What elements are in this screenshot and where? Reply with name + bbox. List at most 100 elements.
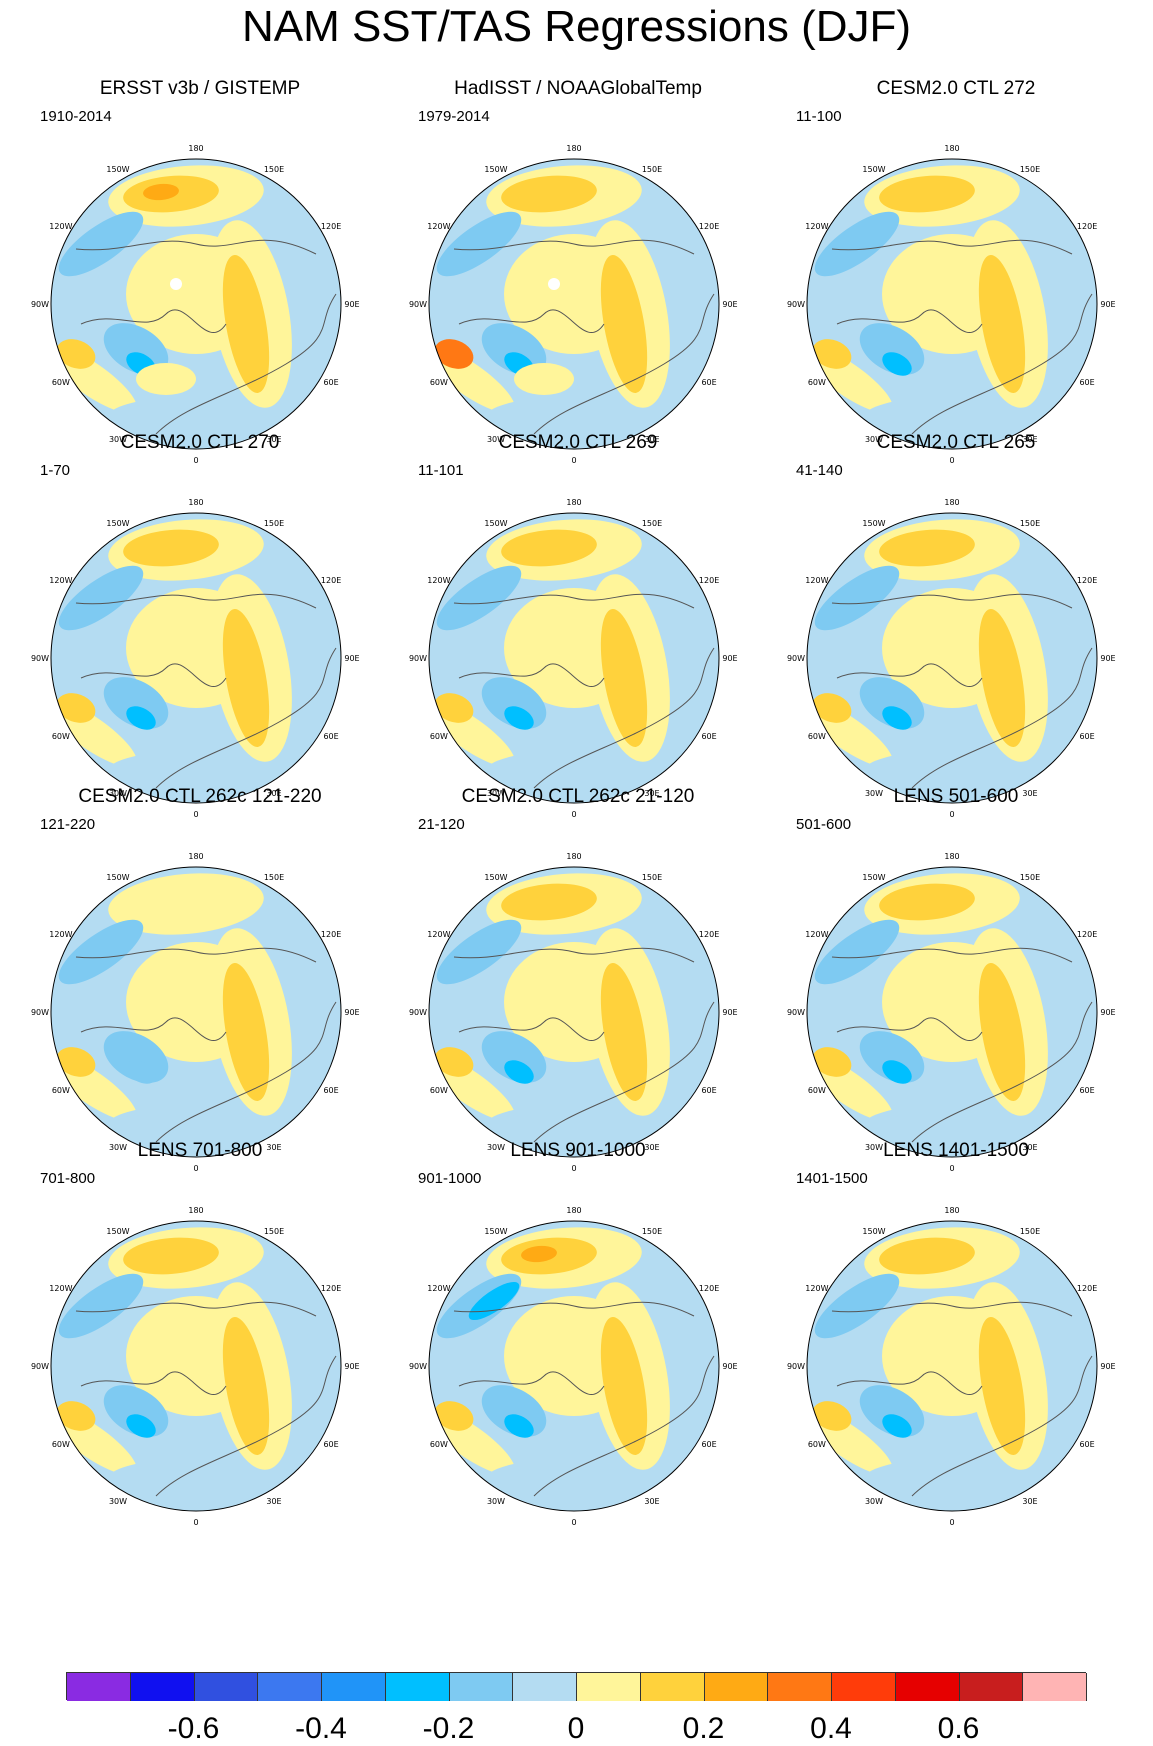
eurasia-warm-core <box>222 962 270 1102</box>
polar-map: 180 150E 120E 90E 60E 30E 0 30W 60W 90W 120W 150W <box>31 498 360 819</box>
longitude-label: 90E <box>1100 1008 1115 1017</box>
pacific-anomaly-core <box>879 1237 975 1275</box>
longitude-label: 60W <box>808 378 826 387</box>
longitude-label: 120E <box>321 1284 341 1293</box>
gulfstream-warm <box>812 1401 852 1431</box>
longitude-label: 60W <box>52 1440 70 1449</box>
map-panel: 180 150E 120E 90E 60E 30E 0 30W 60W 90W 120W 150W CE… <box>388 432 768 828</box>
longitude-label: 150W <box>862 165 885 174</box>
longitude-label: 180 <box>188 852 203 861</box>
gulfstream-warm <box>812 693 852 723</box>
longitude-label: 150W <box>484 873 507 882</box>
eurasia-warm-core <box>600 254 648 394</box>
longitude-label: 90W <box>409 300 427 309</box>
gulfstream-warm <box>56 693 96 723</box>
tropical-atlantic <box>484 397 644 441</box>
longitude-label: 30E <box>644 1497 659 1506</box>
map-panel: 180 150E 120E 90E 60E 30E 0 30W 60W 90W 120W 150W CE… <box>766 432 1146 828</box>
longitude-label: 90W <box>31 1362 49 1371</box>
colorbar-swatch <box>832 1673 896 1701</box>
tropical-atlantic <box>862 1459 1022 1503</box>
longitude-label: 180 <box>566 144 581 153</box>
longitude-label: 60E <box>701 378 716 387</box>
longitude-label: 30E <box>644 1143 659 1152</box>
panel-years: 501-600 <box>796 816 852 833</box>
longitude-label: 60W <box>430 1440 448 1449</box>
coastlines <box>831 239 1093 435</box>
colorbar-tick-label: 0 <box>567 1712 585 1745</box>
coastlines <box>453 1301 715 1497</box>
panel-years: 41-140 <box>796 462 843 479</box>
longitude-label: 120E <box>1077 222 1097 231</box>
longitude-label: 30E <box>266 435 281 444</box>
colorbar-swatch <box>768 1673 832 1701</box>
longitude-label: 150W <box>484 1227 507 1236</box>
colorbar-swatch <box>577 1673 641 1701</box>
namerica-cool-band <box>436 565 522 631</box>
longitude-label: 30E <box>1022 789 1037 798</box>
longitude-label: 150E <box>264 519 284 528</box>
gulfstream-warm <box>56 1401 96 1431</box>
labrador-cool-core <box>504 1060 534 1084</box>
colorbar-swatch <box>449 1673 514 1701</box>
polar-map: 180 150E 120E 90E 60E 30E 0 30W 60W 90W 120W 150W <box>787 498 1116 819</box>
longitude-label: 90W <box>409 1008 427 1017</box>
coastlines <box>831 1301 1093 1497</box>
longitude-label: 60W <box>52 378 70 387</box>
eurasia-warm-core <box>222 254 270 394</box>
map-boundary <box>806 1220 1098 1512</box>
longitude-label: 150W <box>106 1227 129 1236</box>
pacific-anomaly-core <box>123 529 219 567</box>
longitude-label: 150E <box>1020 873 1040 882</box>
panel-title: LENS 901-1000 <box>510 1140 646 1161</box>
coastlines <box>453 947 715 1143</box>
namerica-cool-band <box>814 211 900 277</box>
longitude-label: 0 <box>949 456 954 465</box>
longitude-label: 30E <box>1022 435 1037 444</box>
longitude-label: 30W <box>865 789 883 798</box>
longitude-label: 90E <box>344 1362 359 1371</box>
longitude-label: 0 <box>949 810 954 819</box>
longitude-label: 90E <box>1100 654 1115 663</box>
longitude-label: 90E <box>722 654 737 663</box>
longitude-label: 30E <box>644 435 659 444</box>
eurasia-warm-core <box>600 1316 648 1456</box>
eurasia-warm-core <box>600 962 648 1102</box>
longitude-label: 150W <box>862 519 885 528</box>
longitude-label: 90W <box>787 300 805 309</box>
eurasia-warm-core <box>978 608 1026 748</box>
longitude-label: 60W <box>808 1440 826 1449</box>
longitude-label: 60E <box>323 1440 338 1449</box>
panel-title: CESM2.0 CTL 262c 121-220 <box>78 786 322 807</box>
panel-title: LENS 701-800 <box>137 1140 263 1161</box>
map-panel: 180 150E 120E 90E 60E 30E 0 30W 60W 90W 120W 150W CE… <box>10 432 390 828</box>
panel-years: 901-1000 <box>418 1170 482 1187</box>
colorbar-swatch <box>640 1673 705 1701</box>
longitude-label: 60E <box>1079 1086 1094 1095</box>
longitude-label: 90W <box>409 1362 427 1371</box>
map-panel: 180 150E 120E 90E 60E 30E 0 30W 60W 90W 120W 150W CE… <box>766 78 1146 474</box>
map-panel: 180 150E 120E 90E 60E 30E 0 30W 60W 90W 120W 150W LE… <box>766 786 1146 1182</box>
gulfstream-warm <box>56 1047 96 1077</box>
eurasia-warm-core <box>222 1316 270 1456</box>
map-boundary <box>50 512 342 804</box>
longitude-label: 60W <box>430 378 448 387</box>
longitude-label: 0 <box>193 456 198 465</box>
longitude-label: 30W <box>109 435 127 444</box>
obs-atlantic-extra <box>136 363 196 395</box>
longitude-label: 60E <box>1079 732 1094 741</box>
colorbar-swatch <box>513 1673 577 1701</box>
coastlines <box>75 239 337 435</box>
tropical-atlantic <box>106 1105 266 1149</box>
pacific-anomaly-core <box>501 175 597 213</box>
pacific-anomaly-core <box>879 175 975 213</box>
longitude-label: 120E <box>1077 576 1097 585</box>
longitude-label: 120W <box>805 1284 828 1293</box>
longitude-label: 0 <box>193 1164 198 1173</box>
panel-title: LENS 1401-1500 <box>883 1140 1029 1161</box>
map-panel: 180 150E 120E 90E 60E 30E 0 30W 60W 90W 120W 150W Ha… <box>388 78 768 474</box>
longitude-label: 0 <box>571 1518 576 1527</box>
longitude-label: 90W <box>787 1362 805 1371</box>
longitude-label: 90E <box>1100 300 1115 309</box>
map-panel: 180 150E 120E 90E 60E 30E 0 30W 60W 90W 120W 150W CE… <box>388 786 768 1182</box>
